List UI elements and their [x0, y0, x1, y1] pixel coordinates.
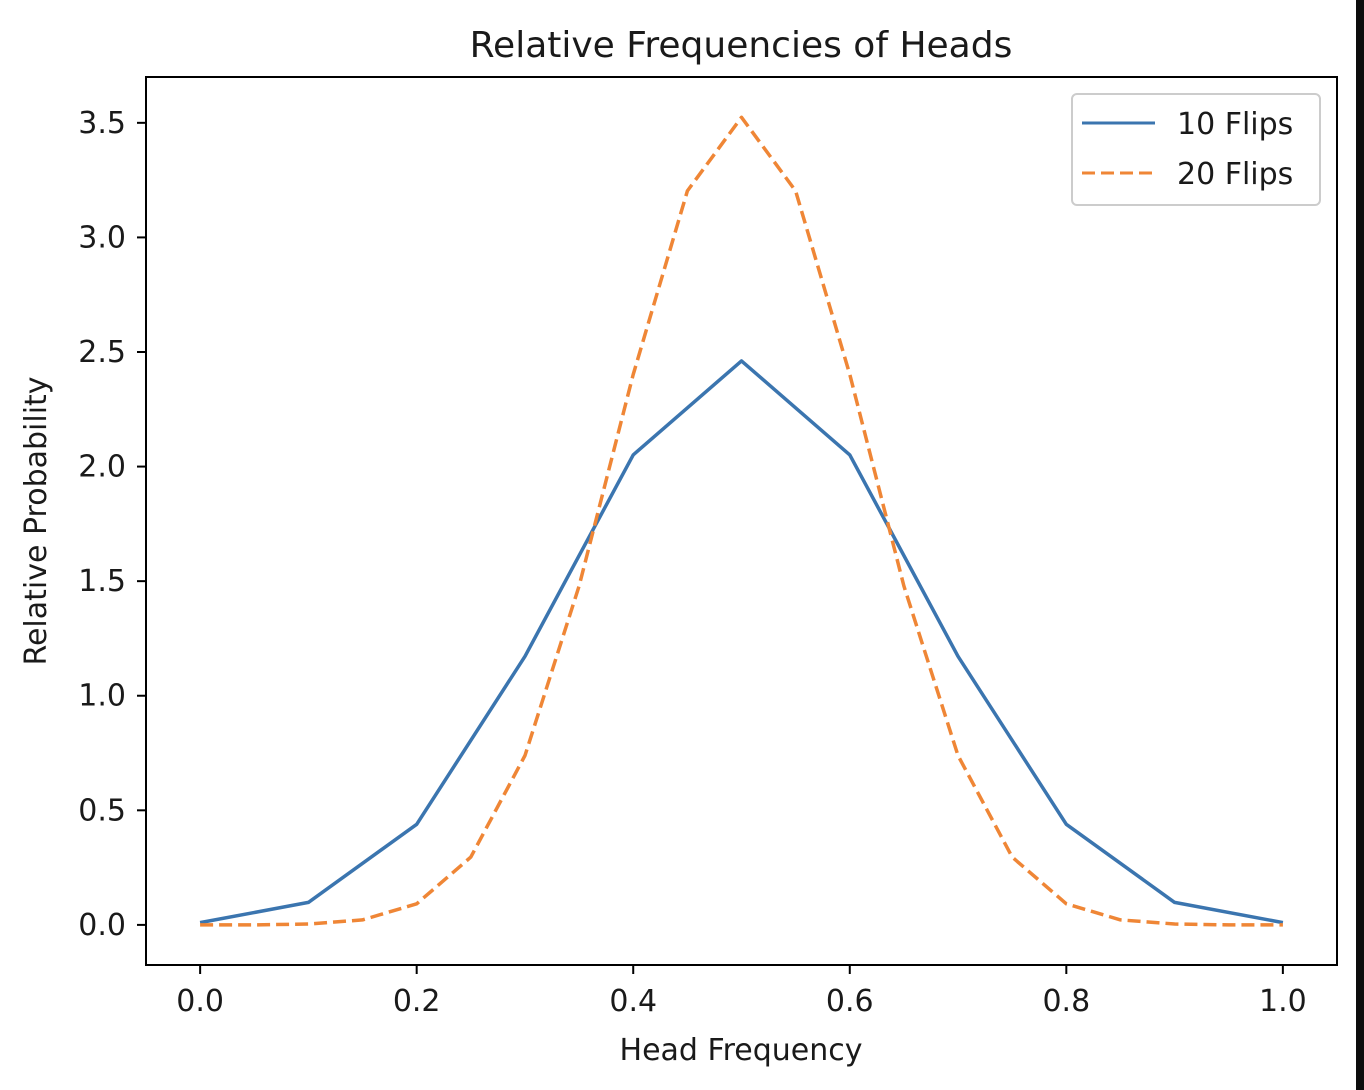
y-tick-label: 0.0 — [78, 908, 126, 943]
y-tick-label: 3.0 — [78, 220, 126, 255]
series-layer — [199, 115, 1284, 927]
x-axis-label: Head Frequency — [620, 1033, 863, 1068]
y-axis-ticks: 0.0 0.5 1.0 1.5 2.0 2.5 3.0 3.5 — [78, 106, 146, 943]
series-line-10-flips — [199, 359, 1284, 925]
x-tick-label: 0.0 — [176, 984, 224, 1019]
x-axis-ticks: 0.0 0.2 0.4 0.6 0.8 1.0 — [176, 965, 1307, 1019]
y-tick-label: 1.5 — [78, 564, 126, 599]
y-axis-label: Relative Probability — [19, 376, 54, 665]
x-tick-label: 1.0 — [1259, 984, 1307, 1019]
y-tick-label: 0.5 — [78, 793, 126, 828]
y-tick-label: 2.5 — [78, 335, 126, 370]
legend-label-20-flips: 20 Flips — [1177, 157, 1293, 192]
legend-label-10-flips: 10 Flips — [1177, 107, 1293, 142]
y-tick-label: 1.0 — [78, 679, 126, 714]
x-tick-label: 0.6 — [826, 984, 874, 1019]
chart-title: Relative Frequencies of Heads — [470, 25, 1013, 66]
y-tick-label: 3.5 — [78, 106, 126, 141]
legend: 10 Flips 20 Flips — [1071, 93, 1321, 206]
y-tick-label: 2.0 — [78, 450, 126, 485]
series-line-20-flips — [200, 115, 1283, 927]
x-tick-label: 0.2 — [393, 984, 441, 1019]
x-tick-label: 0.4 — [609, 984, 657, 1019]
plot-area-frame — [145, 76, 1338, 966]
x-tick-label: 0.8 — [1042, 984, 1090, 1019]
window-edge — [1356, 0, 1364, 1090]
